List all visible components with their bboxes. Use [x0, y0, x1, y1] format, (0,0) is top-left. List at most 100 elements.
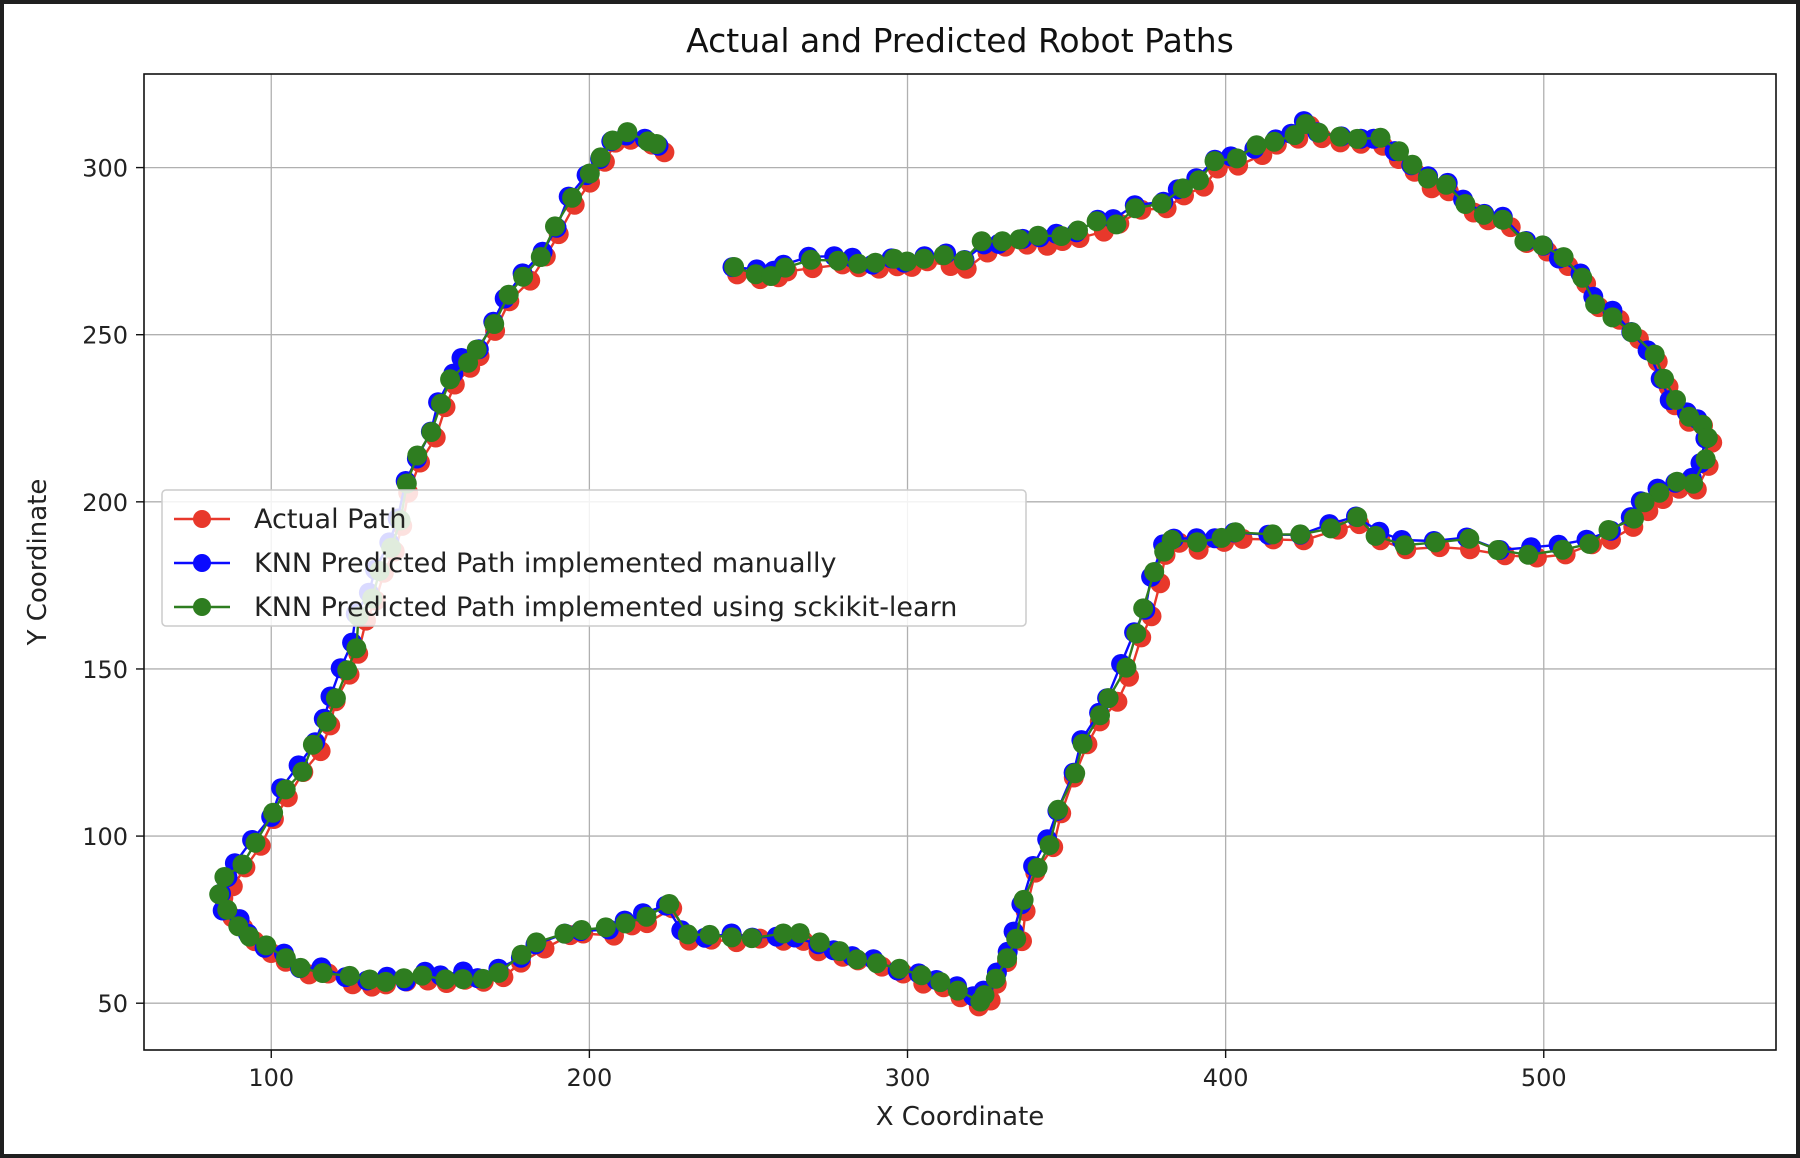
- series-point: [275, 779, 296, 800]
- x-tick-label: 100: [248, 1064, 294, 1092]
- series-point: [947, 980, 968, 1001]
- series-point: [1126, 623, 1147, 644]
- series-point: [1370, 127, 1391, 148]
- series-point: [1009, 229, 1030, 250]
- series-point: [1039, 835, 1060, 856]
- series-point: [421, 422, 442, 442]
- series-point: [933, 245, 954, 266]
- series-point: [1624, 508, 1644, 529]
- series-point: [1204, 151, 1225, 172]
- plot-frame: [143, 73, 1777, 1051]
- y-axis-label: Y Coordinate: [23, 479, 53, 647]
- series-point: [1425, 532, 1446, 553]
- series-point: [1552, 539, 1573, 560]
- series-point: [472, 968, 493, 989]
- y-tick-label: 200: [82, 489, 128, 517]
- y-tick-label: 250: [82, 322, 128, 350]
- series-point: [359, 969, 380, 990]
- series-point: [809, 932, 830, 953]
- legend: Actual Path KNN Predicted Path implemente…: [161, 489, 1027, 627]
- series-point: [440, 369, 461, 390]
- series-point: [846, 949, 867, 970]
- series-point: [1048, 799, 1069, 820]
- series-point: [346, 638, 367, 659]
- series-point: [828, 250, 849, 271]
- series-point: [431, 393, 451, 414]
- series-point: [617, 122, 638, 143]
- y-tick-label: 150: [82, 656, 128, 684]
- series-point: [407, 445, 428, 466]
- series-point: [724, 257, 745, 277]
- series-point: [590, 147, 611, 168]
- series-point: [953, 250, 974, 271]
- series-point: [1666, 389, 1686, 410]
- series-point: [1644, 344, 1665, 365]
- series-point: [1151, 193, 1172, 214]
- series-point: [1290, 524, 1311, 545]
- series-point: [1068, 220, 1088, 241]
- series-point: [848, 253, 869, 274]
- x-tick-label: 400: [1203, 1064, 1249, 1092]
- series-point: [1262, 524, 1283, 545]
- chart-title: Actual and Predicted Robot Paths: [686, 21, 1234, 60]
- series-point: [412, 965, 433, 986]
- series-point: [721, 927, 742, 948]
- series-point: [866, 953, 887, 974]
- series-point: [1654, 368, 1674, 389]
- legend-entry: Actual Path: [174, 504, 406, 535]
- legend-entries: Actual Path KNN Predicted Path implemente…: [174, 504, 957, 623]
- series-point: [1553, 247, 1574, 268]
- series-point: [484, 314, 505, 334]
- legend-label: Actual Path: [254, 504, 406, 535]
- y-tick-label: 50: [97, 990, 128, 1018]
- series-point: [1106, 214, 1127, 235]
- series-point: [914, 248, 934, 269]
- legend-marker: [193, 598, 211, 616]
- series-point: [985, 968, 1006, 989]
- series-point: [292, 761, 313, 782]
- series-point: [1634, 492, 1655, 513]
- series-point: [1308, 122, 1329, 143]
- series-point: [1172, 178, 1193, 199]
- series-point: [256, 935, 277, 956]
- series-point: [337, 660, 358, 681]
- series-point: [1154, 541, 1175, 562]
- series-point: [488, 962, 509, 983]
- series-point: [1683, 473, 1704, 494]
- series-point: [245, 832, 266, 853]
- series-point: [498, 284, 519, 305]
- series-point: [1065, 763, 1086, 784]
- series-point: [970, 991, 991, 1012]
- series-point: [325, 688, 346, 709]
- series-point: [1389, 141, 1409, 162]
- series-point: [1394, 535, 1415, 556]
- series-point: [232, 854, 253, 875]
- series-point: [1579, 533, 1600, 554]
- series-point: [930, 972, 951, 993]
- series-point: [775, 257, 796, 278]
- series-point: [699, 924, 720, 945]
- legend-marker: [193, 554, 211, 572]
- series-point: [1455, 194, 1476, 214]
- series-point: [209, 884, 230, 905]
- x-tick-label: 200: [566, 1064, 612, 1092]
- series-point: [1347, 128, 1368, 149]
- series-point: [1027, 857, 1048, 878]
- x-axis-label: X Coordinate: [876, 1102, 1045, 1132]
- legend-entry: KNN Predicted Path implemented manually: [174, 548, 837, 579]
- series-point: [562, 187, 583, 208]
- series-point: [1125, 198, 1146, 219]
- series-point: [1028, 225, 1048, 246]
- series-3: [209, 114, 1718, 1012]
- series-point: [275, 948, 296, 969]
- x-tick-label: 300: [885, 1064, 931, 1092]
- series-point: [1051, 226, 1072, 246]
- y-tick-label: 100: [82, 823, 128, 851]
- robot-path-chart: Actual and Predicted Robot Paths 100 200 3…: [23, 21, 1777, 1132]
- series-point: [745, 264, 766, 285]
- series-point: [1330, 126, 1350, 147]
- series-point: [1417, 168, 1438, 189]
- series-point: [1246, 135, 1267, 156]
- series-point: [1264, 131, 1285, 152]
- series-point: [339, 965, 360, 986]
